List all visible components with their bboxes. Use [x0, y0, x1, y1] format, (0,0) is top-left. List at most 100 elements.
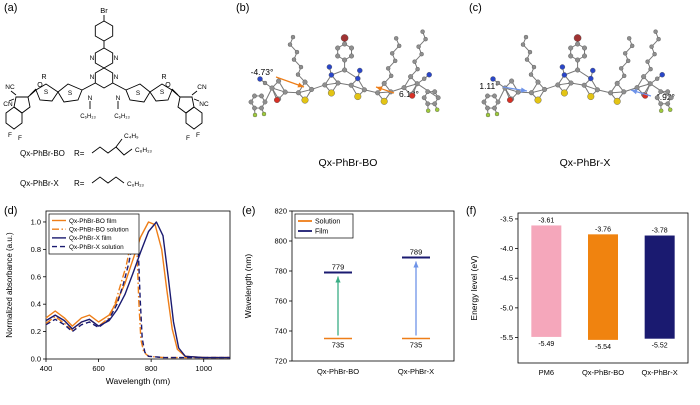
atom: [298, 64, 304, 70]
y-tick-label: 800: [274, 237, 287, 246]
atom: [425, 108, 431, 113]
atom: [342, 57, 348, 63]
dihedral-arrow-right-head: [631, 89, 638, 95]
y-tick-label: 740: [274, 327, 287, 336]
atom: [421, 76, 427, 81]
atom: [335, 45, 341, 51]
panel-label-e: (e): [242, 205, 256, 217]
y-tick-label: -3.5: [500, 214, 513, 223]
atom: [561, 72, 568, 78]
atom: [432, 101, 438, 107]
solution-wavelength-value: 735: [410, 341, 423, 350]
atom-label-s: S: [44, 89, 49, 96]
atom: [626, 36, 632, 41]
atom: [302, 79, 308, 85]
bond: [264, 87, 273, 103]
atom: [647, 81, 653, 87]
atom: [485, 112, 491, 118]
atom: [335, 53, 341, 59]
atom: [542, 86, 548, 92]
dihedral-angle-left-label: 1.11°: [479, 81, 498, 91]
redshift-arrow-head: [413, 261, 419, 268]
category-label: Qx-PhBr-X: [642, 368, 678, 377]
atom: [434, 107, 440, 112]
atom: [652, 51, 657, 57]
y-tick-label: 1.0: [31, 217, 41, 226]
r-equals: R=: [74, 179, 85, 188]
atom: [349, 45, 355, 51]
atom: [309, 86, 315, 92]
atom: [435, 95, 441, 101]
molecule-2d-labels: Br N N N N N N S S S S R R NC CN O F F C…: [3, 6, 209, 188]
atom: [622, 51, 628, 56]
legend-box: [294, 213, 354, 239]
series-line-3: [45, 221, 230, 359]
atom-label-f: F: [186, 135, 190, 142]
atom: [490, 76, 496, 82]
atom: [342, 67, 348, 73]
redshift-arrow-head: [335, 276, 341, 283]
atom-label-n: N: [116, 95, 121, 102]
panel-a-canvas: Br N N N N N N S S S S R R NC CN O F F C…: [3, 6, 209, 188]
y-tick-label: -5.0: [500, 303, 513, 312]
atom: [261, 111, 267, 117]
atom-label-n: N: [88, 95, 93, 102]
atom: [259, 105, 264, 111]
atom: [295, 90, 301, 96]
wavelength-chart-canvas: 720 740 760 780 800 820 Wavelength (nm) 735 779 Q…: [243, 207, 455, 376]
y-tick-label: 0.6: [31, 272, 41, 281]
atom: [381, 80, 387, 86]
atom: [509, 78, 515, 84]
alkyl-chain-label: C₆H₁₃: [80, 114, 96, 120]
alkyl-chain-label: C₄H₉: [124, 133, 139, 140]
atom: [613, 97, 621, 105]
atom: [568, 80, 574, 86]
ball-stick-molecule: [481, 29, 674, 118]
y-tick-label: 780: [274, 267, 287, 276]
compound-name: Qx-PhBr-BO: [20, 149, 65, 158]
atom-label-n: N: [90, 55, 95, 62]
energy-bar: [588, 234, 618, 340]
atom: [326, 64, 333, 70]
series-line-1: [45, 221, 230, 359]
plot-frame: [45, 210, 231, 360]
atom: [587, 93, 595, 101]
legend-entry-label: Qx-PhBr-X film: [69, 235, 112, 242]
r-equals: R=: [74, 149, 85, 158]
atom: [396, 43, 402, 49]
atom: [357, 67, 363, 74]
solution-wavelength-value: 735: [332, 341, 345, 350]
y-tick-label: 0.8: [31, 245, 41, 254]
atom: [276, 78, 282, 84]
atom: [588, 75, 594, 82]
legend-entry-label: Qx-PhBr-X solution: [69, 244, 124, 251]
atom: [421, 95, 427, 101]
x-tick-label: 1000: [195, 364, 212, 373]
atom: [523, 34, 529, 40]
atom: [528, 90, 534, 96]
atom: [581, 82, 587, 88]
atom-label-s: S: [160, 89, 165, 96]
panel-e-wavelength-chart: (e) 720 740 760 780 800 820 Wavelength (nm) 735…: [238, 203, 462, 405]
atom: [658, 101, 664, 107]
atom: [634, 85, 640, 91]
atom: [409, 92, 416, 99]
atom: [659, 72, 665, 78]
atom: [654, 76, 660, 81]
ball-stick-molecule: [248, 29, 441, 118]
atom: [416, 44, 421, 49]
compound-name: Qx-PhBr-X: [20, 179, 59, 188]
atom: [414, 81, 420, 87]
panel-label-a: (a): [4, 2, 18, 14]
category-label: Qx-PhBr-BO: [582, 368, 624, 377]
x-tick-label: 800: [145, 364, 158, 373]
atom: [555, 82, 561, 88]
panel-a-structure: (a): [0, 0, 232, 203]
atom: [559, 64, 566, 70]
atom: [342, 41, 348, 47]
y-axis-label: Normalized absorbance (a.u.): [5, 232, 14, 338]
atom: [582, 45, 588, 51]
atom: [361, 87, 367, 93]
atom: [485, 105, 490, 111]
